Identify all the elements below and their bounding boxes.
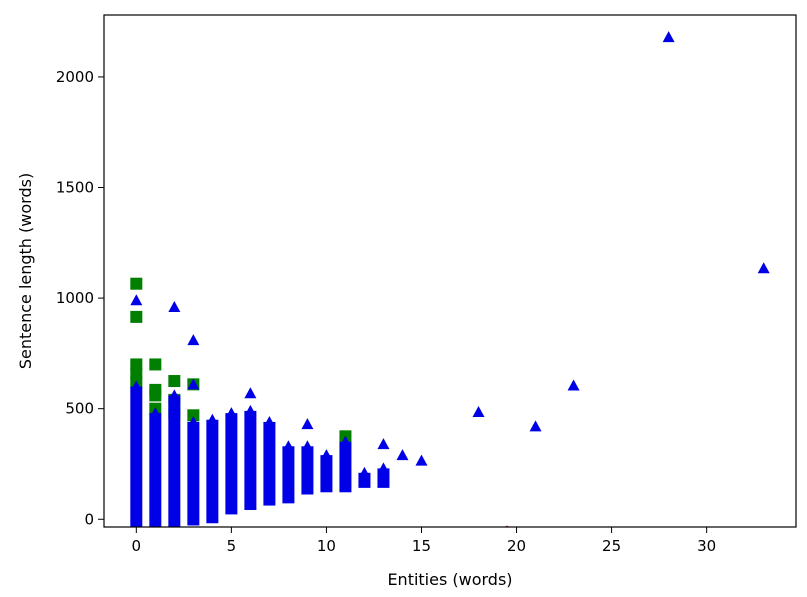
data-marks [130,31,770,527]
data-column-dense [320,455,333,493]
data-column-dense [225,413,238,515]
data-point-triangle [472,405,485,417]
data-point-square [130,277,143,290]
plot-background [104,15,796,527]
x-axis-ticks: 0 5 10 15 20 25 30 [132,527,716,555]
data-point-square [149,358,162,371]
y-tick-label: 500 [65,400,94,418]
data-point-triangle [377,462,390,474]
data-point-triangle [168,389,181,401]
y-tick-label: 1000 [56,289,94,307]
data-point-square [168,375,181,388]
x-tick-label: 10 [317,537,336,555]
data-column-dense [187,421,200,526]
data-point-triangle [567,379,580,391]
x-tick-label: 20 [507,537,526,555]
data-column-dense [149,413,162,527]
data-point-triangle [415,454,428,466]
data-point-triangle [244,404,257,416]
data-point-triangle [757,262,770,274]
data-point-triangle [187,378,200,390]
data-point-triangle [339,435,352,447]
y-axis-ticks: 0 500 1000 1500 2000 [56,68,104,528]
data-point-triangle [282,440,295,452]
data-column-dense [282,446,295,504]
data-column-dense [130,386,143,527]
data-point-triangle [662,31,675,43]
data-column-dense [339,441,352,493]
y-tick-label: 2000 [56,68,94,86]
data-point-triangle [377,438,390,450]
data-point-triangle [301,418,314,430]
data-column-dense [168,395,181,527]
data-point-triangle [130,294,143,306]
y-axis-label: Sentence length (words) [16,173,35,369]
data-point-triangle [263,415,276,427]
data-point-triangle [320,449,333,461]
data-point-triangle [358,466,371,478]
y-tick-label: 0 [84,510,94,528]
data-point-triangle [149,407,162,419]
x-tick-label: 15 [412,537,431,555]
x-tick-label: 0 [132,537,142,555]
x-tick-label: 5 [227,537,237,555]
data-point-triangle [206,413,219,425]
x-tick-label: 30 [697,537,716,555]
data-point-triangle [529,420,542,432]
data-point-triangle [130,384,143,396]
x-tick-label: 25 [602,537,621,555]
data-point-triangle [187,334,200,346]
data-point-square [149,389,162,402]
y-tick-label: 1500 [56,179,94,197]
x-axis-label: Entities (words) [387,570,512,589]
data-point-triangle [225,407,238,419]
data-point-triangle [187,415,200,427]
data-point-triangle [301,440,314,452]
data-point-triangle [396,449,409,461]
data-point-square [187,409,200,422]
data-point-triangle [244,387,257,399]
data-point-triangle [168,300,181,312]
data-column-dense [244,410,257,510]
data-point-square [130,310,143,323]
data-column-dense [301,446,314,495]
data-column-dense [263,421,276,506]
data-column-dense [206,419,219,524]
plot-frame [103,14,797,528]
